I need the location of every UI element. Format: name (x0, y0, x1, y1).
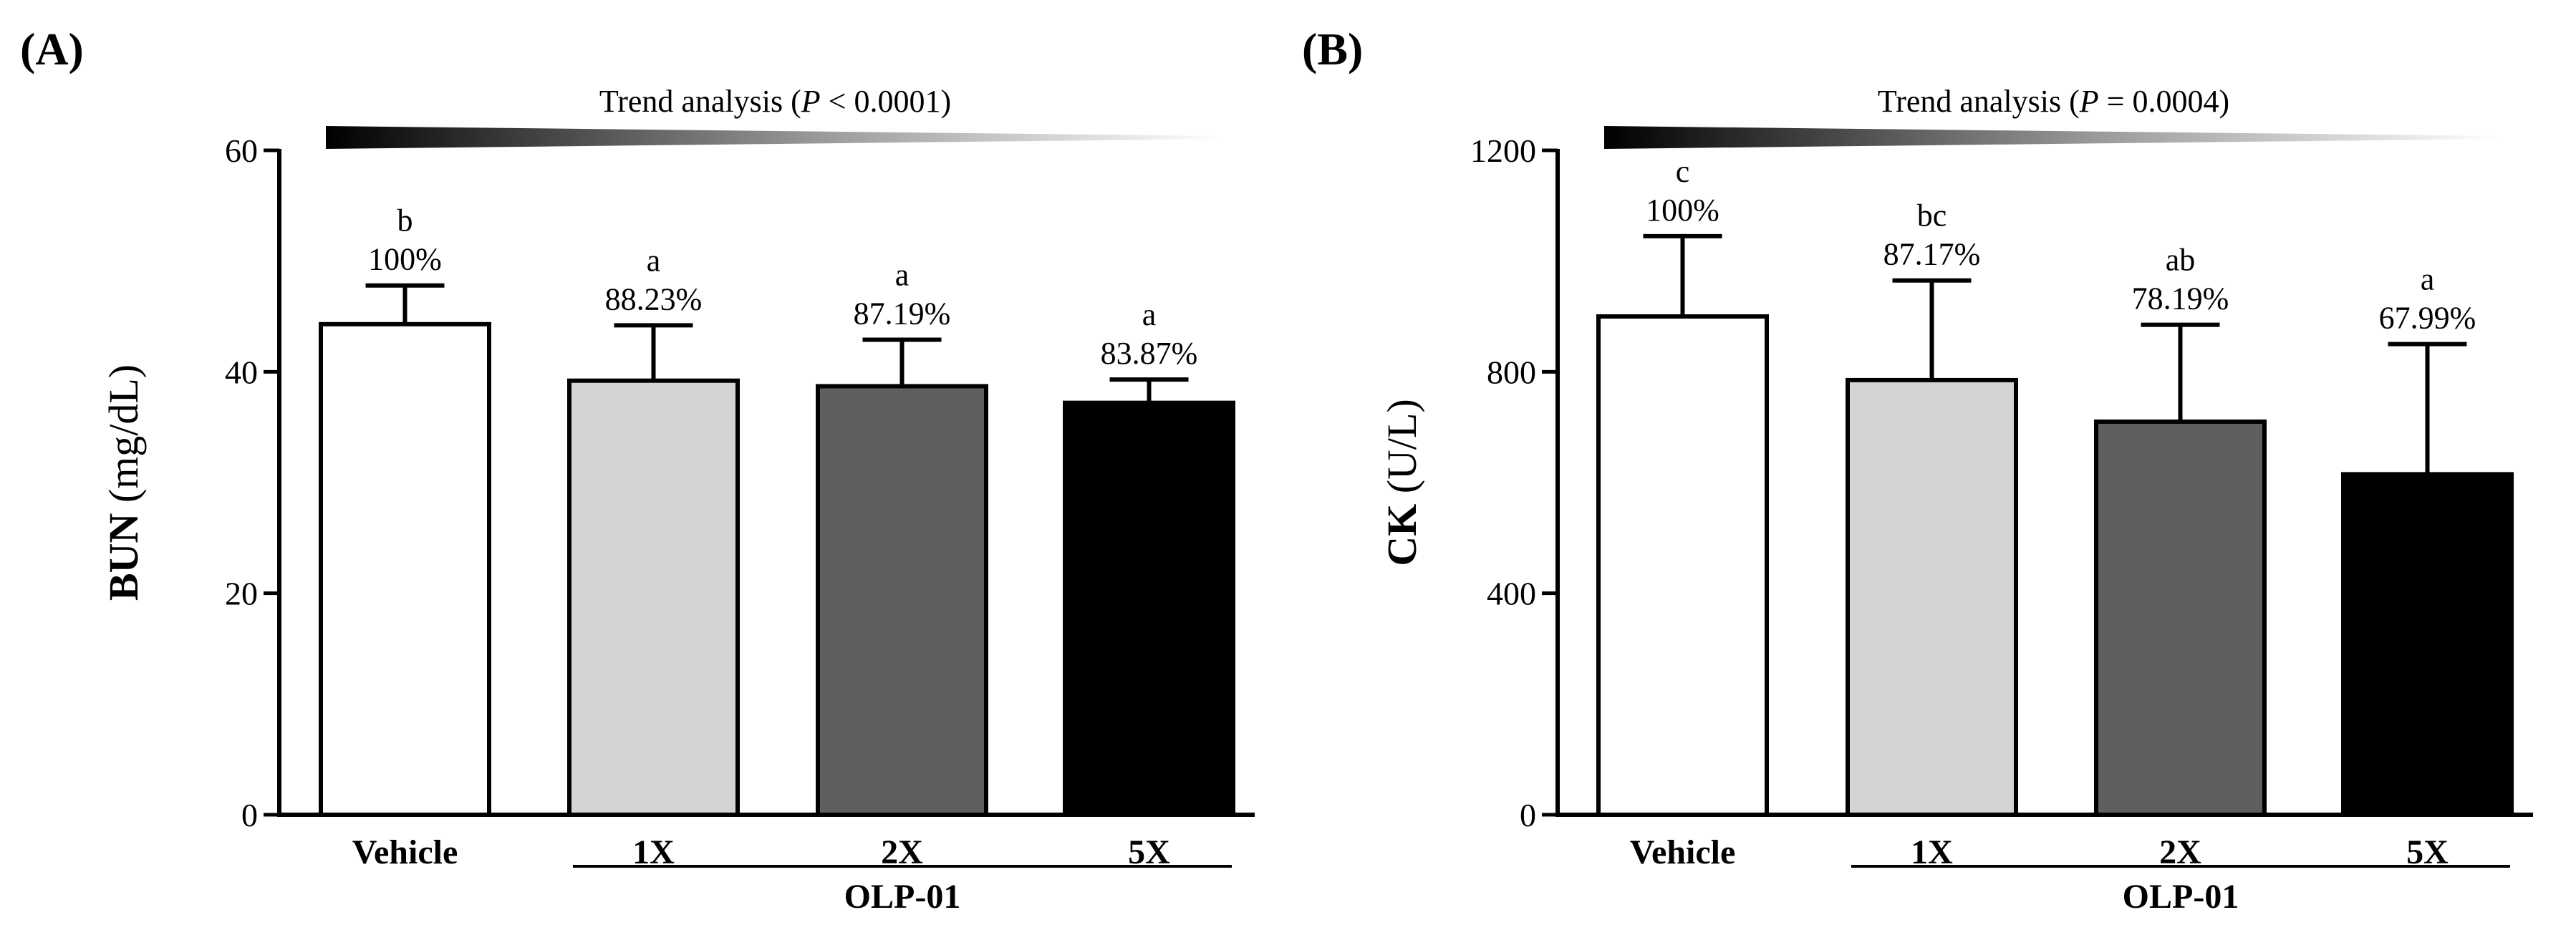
significance-letter: a (1142, 297, 1157, 332)
percent-label: 83.87% (1101, 336, 1198, 371)
significance-letter: a (2421, 262, 2435, 297)
bar-2x (2094, 419, 2267, 817)
x-category-label: Vehicle (1630, 833, 1736, 871)
y-axis-label-main: CK (1379, 504, 1425, 566)
bar-2x (816, 384, 988, 817)
y-tick-label: 400 (1487, 576, 1536, 612)
y-axis-label-space (100, 503, 147, 513)
x-category-label: Vehicle (352, 833, 458, 871)
y-axis-label: BUN (mg/dL) (100, 364, 147, 601)
bar-1x (567, 378, 740, 817)
trend-analysis-label: Trend analysis (P < 0.0001) (599, 84, 951, 119)
significance-letter: bc (1917, 198, 1947, 233)
panel-label: (B) (1302, 24, 1363, 74)
y-axis-label: CK (U/L) (1379, 399, 1425, 566)
percent-label: 100% (368, 242, 442, 277)
trend-wedge (1604, 126, 2503, 149)
y-tick-label: 0 (1520, 797, 1536, 833)
trend-suffix: = 0.0004) (2099, 84, 2229, 119)
y-axis-label-unit: (mg/dL) (100, 364, 147, 503)
y-axis-label-unit: (U/L) (1379, 399, 1425, 493)
significance-letter: b (397, 203, 413, 238)
percent-label: 100% (1646, 193, 1719, 228)
y-tick-label: 0 (241, 797, 258, 833)
significance-letter: a (647, 243, 661, 278)
significance-letter: a (895, 257, 910, 292)
y-tick-label: 800 (1487, 354, 1536, 390)
bar-5x (2341, 472, 2514, 818)
group-label: OLP-01 (844, 878, 961, 916)
significance-letter: c (1676, 154, 1690, 189)
trend-prefix: Trend analysis ( (599, 84, 801, 119)
bar-vehicle (319, 321, 491, 817)
y-axis-label-space (1379, 493, 1425, 504)
trend-p: P (801, 84, 821, 119)
trend-prefix: Trend analysis ( (1878, 84, 2080, 119)
trend-wedge (326, 126, 1225, 149)
bar-5x (1063, 400, 1235, 817)
percent-label: 88.23% (605, 281, 703, 316)
percent-label: 87.19% (854, 296, 951, 331)
panel-a: (A) Trend analysis (P < 0.0001) 0 20 40 60 BUN… (20, 24, 1255, 916)
group-label: OLP-01 (2123, 878, 2239, 916)
bar-1x (1846, 377, 2018, 817)
significance-letter: ab (2166, 243, 2196, 278)
panel-label: (A) (20, 24, 84, 74)
y-tick-label: 40 (225, 354, 258, 390)
y-tick-label: 60 (225, 132, 258, 169)
y-tick-label: 20 (225, 576, 258, 612)
percent-label: 67.99% (2379, 301, 2476, 336)
trend-analysis-label: Trend analysis (P = 0.0004) (1878, 84, 2229, 119)
percent-label: 78.19% (2132, 281, 2229, 316)
percent-label: 87.17% (1883, 237, 1981, 272)
y-tick-label: 1200 (1470, 132, 1536, 169)
y-axis-label-main: BUN (100, 513, 147, 601)
bar-vehicle (1596, 314, 1769, 817)
panel-b: (B) Trend analysis (P = 0.0004) 0 400 800 120… (1302, 24, 2533, 916)
trend-p: P (2079, 84, 2099, 119)
trend-suffix: < 0.0001) (821, 84, 951, 119)
